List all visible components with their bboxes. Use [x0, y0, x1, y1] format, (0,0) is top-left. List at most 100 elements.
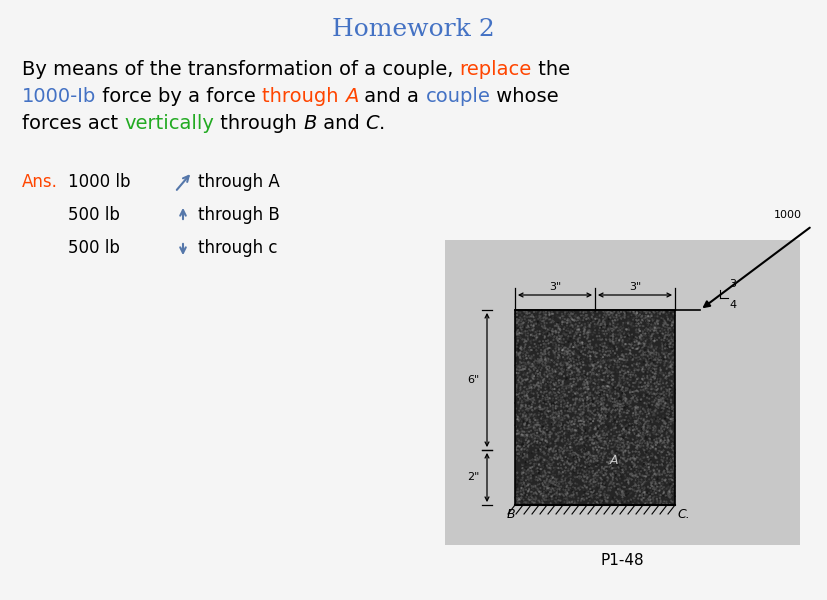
- Point: [589, 328, 602, 338]
- Point: [536, 498, 549, 508]
- Point: [574, 430, 587, 440]
- Point: [552, 363, 566, 373]
- Point: [570, 341, 583, 350]
- Point: [584, 451, 597, 460]
- Point: [605, 395, 618, 404]
- Text: A: A: [345, 87, 358, 106]
- Point: [620, 456, 633, 466]
- Point: [620, 476, 633, 486]
- Point: [523, 384, 536, 394]
- Point: [650, 436, 663, 446]
- Point: [519, 482, 532, 492]
- Point: [561, 401, 574, 411]
- Point: [534, 489, 547, 499]
- Point: [538, 449, 551, 459]
- Point: [543, 430, 556, 440]
- Point: [515, 493, 528, 502]
- Point: [667, 484, 680, 494]
- Point: [536, 375, 549, 385]
- Point: [514, 478, 528, 488]
- Point: [605, 371, 619, 380]
- Point: [525, 371, 538, 380]
- Point: [539, 324, 552, 334]
- Point: [522, 359, 535, 368]
- Point: [602, 351, 615, 361]
- Point: [626, 394, 639, 404]
- Point: [589, 314, 602, 324]
- Point: [619, 401, 632, 410]
- Point: [584, 374, 597, 384]
- Point: [509, 394, 523, 404]
- Point: [665, 414, 678, 424]
- Point: [553, 347, 566, 357]
- Point: [615, 404, 629, 413]
- Point: [625, 355, 638, 365]
- Point: [653, 368, 667, 377]
- Point: [517, 327, 530, 337]
- Point: [556, 317, 569, 326]
- Point: [661, 323, 674, 332]
- Point: [598, 416, 611, 426]
- Point: [642, 482, 655, 492]
- Point: [537, 455, 550, 464]
- Point: [664, 325, 677, 335]
- Point: [659, 348, 672, 358]
- Point: [635, 314, 648, 324]
- Point: [638, 314, 651, 323]
- Point: [570, 354, 583, 364]
- Point: [566, 491, 580, 500]
- Point: [635, 471, 648, 481]
- Point: [609, 447, 623, 457]
- Point: [537, 431, 550, 441]
- Point: [561, 316, 574, 325]
- Point: [533, 468, 546, 478]
- Point: [521, 430, 534, 439]
- Point: [642, 424, 655, 434]
- Point: [633, 455, 647, 464]
- Point: [618, 310, 631, 319]
- Point: [540, 370, 553, 380]
- Point: [514, 487, 528, 496]
- Point: [637, 349, 650, 359]
- Point: [533, 337, 546, 346]
- Point: [543, 468, 557, 478]
- Point: [629, 353, 643, 362]
- Point: [637, 486, 650, 496]
- Point: [548, 367, 562, 376]
- Point: [566, 315, 580, 325]
- Point: [530, 489, 543, 499]
- Point: [658, 399, 672, 409]
- Point: [528, 383, 541, 392]
- Point: [646, 477, 659, 487]
- Point: [633, 332, 647, 342]
- Point: [543, 383, 557, 393]
- Point: [649, 379, 662, 388]
- Point: [589, 456, 602, 466]
- Point: [544, 387, 557, 397]
- Point: [659, 319, 672, 328]
- Point: [566, 342, 579, 352]
- Point: [514, 409, 527, 419]
- Point: [565, 314, 578, 323]
- Point: [561, 391, 574, 401]
- Point: [617, 466, 630, 475]
- Bar: [515, 310, 675, 505]
- Point: [574, 421, 587, 430]
- Point: [533, 445, 547, 454]
- Point: [603, 335, 616, 344]
- Point: [633, 338, 646, 348]
- Point: [571, 344, 585, 354]
- Point: [609, 370, 622, 380]
- Point: [581, 466, 594, 475]
- Point: [514, 363, 527, 373]
- Point: [652, 328, 665, 338]
- Point: [637, 309, 650, 319]
- Point: [622, 323, 635, 333]
- Point: [609, 474, 623, 484]
- Point: [518, 452, 531, 462]
- Point: [549, 463, 562, 472]
- Point: [618, 328, 631, 337]
- Point: [607, 375, 620, 385]
- Point: [619, 377, 633, 386]
- Point: [512, 495, 525, 505]
